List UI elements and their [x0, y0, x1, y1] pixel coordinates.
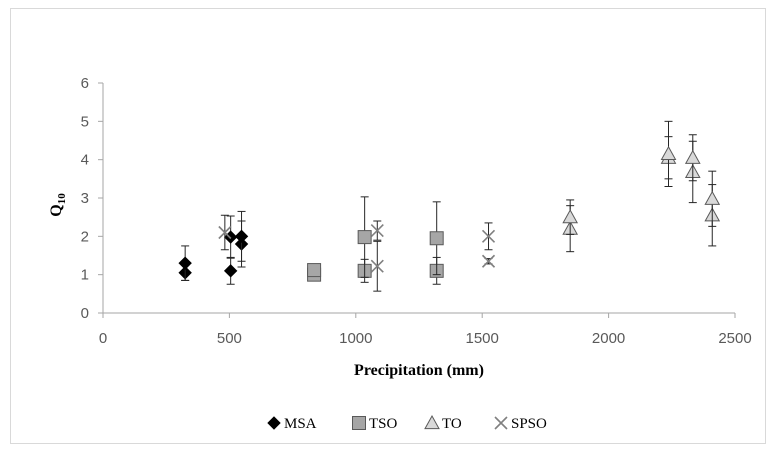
- x-tick-label: 2000: [592, 330, 625, 347]
- series-msa: [178, 210, 249, 285]
- x-tick-label: 500: [217, 330, 242, 347]
- y-axis-title-main: Q: [48, 204, 65, 216]
- data-point-tso: [429, 231, 444, 246]
- data-point-tso: [357, 230, 372, 245]
- y-tick-label: 3: [81, 190, 89, 207]
- legend-label-msa: MSA: [284, 416, 317, 432]
- legend: MSA TSO TO SPSO: [267, 414, 547, 432]
- legend-marker-tso: [352, 416, 366, 430]
- y-axis-title: Q10: [48, 193, 68, 217]
- y-tick-label: 5: [81, 113, 89, 130]
- legend-item-msa: MSA: [267, 416, 317, 432]
- x-tick-label: 0: [99, 330, 107, 347]
- legend-item-spso: SPSO: [494, 416, 547, 432]
- data-point-to: [660, 145, 677, 161]
- x-axis-title: Precipitation (mm): [354, 362, 484, 379]
- chart-svg: 0 500 1000 1500 2000 2500 0 1 2 3 4 5 6 Precipitatio…: [48, 75, 752, 432]
- y-tick-label: 2: [81, 228, 89, 245]
- series-spso: [218, 214, 496, 292]
- series-tso: [307, 196, 444, 285]
- data-point-spso: [481, 229, 496, 243]
- legend-item-tso: TSO: [352, 416, 398, 432]
- data-point-spso: [218, 225, 232, 240]
- data-point-tso: [307, 263, 322, 278]
- chart-frame: 0 500 1000 1500 2000 2500 0 1 2 3 4 5 6 Precipitatio…: [10, 8, 766, 444]
- marks-layer: [178, 120, 721, 292]
- series-to: [562, 120, 721, 253]
- y-tick-label: 6: [81, 75, 89, 92]
- data-point-msa: [223, 230, 238, 244]
- data-point-to: [684, 149, 701, 164]
- legend-marker-spso: [494, 416, 508, 430]
- y-tick-label: 0: [81, 305, 89, 322]
- legend-marker-msa: [267, 416, 281, 430]
- y-axis-title-sub: 10: [56, 193, 68, 205]
- legend-label-tso: TSO: [369, 416, 398, 432]
- data-point-spso: [370, 224, 384, 238]
- legend-label-to: TO: [442, 416, 462, 432]
- x-tick-label: 2500: [718, 330, 751, 347]
- legend-label-spso: SPSO: [511, 416, 547, 432]
- legend-item-to: TO: [424, 414, 462, 432]
- axes-layer: 0 500 1000 1500 2000 2500 0 1 2 3 4 5 6: [81, 75, 752, 347]
- data-point-to: [562, 209, 579, 224]
- data-point-spso: [370, 259, 384, 273]
- data-point-msa: [234, 229, 249, 244]
- data-point-spso: [481, 254, 496, 268]
- data-point-to: [704, 190, 721, 205]
- data-point-msa: [223, 264, 238, 278]
- x-tick-label: 1000: [339, 330, 372, 347]
- x-tick-label: 1500: [466, 330, 499, 347]
- data-point-msa: [178, 256, 192, 270]
- legend-marker-to: [424, 414, 440, 430]
- y-tick-label: 4: [81, 152, 89, 169]
- y-tick-label: 1: [81, 267, 89, 284]
